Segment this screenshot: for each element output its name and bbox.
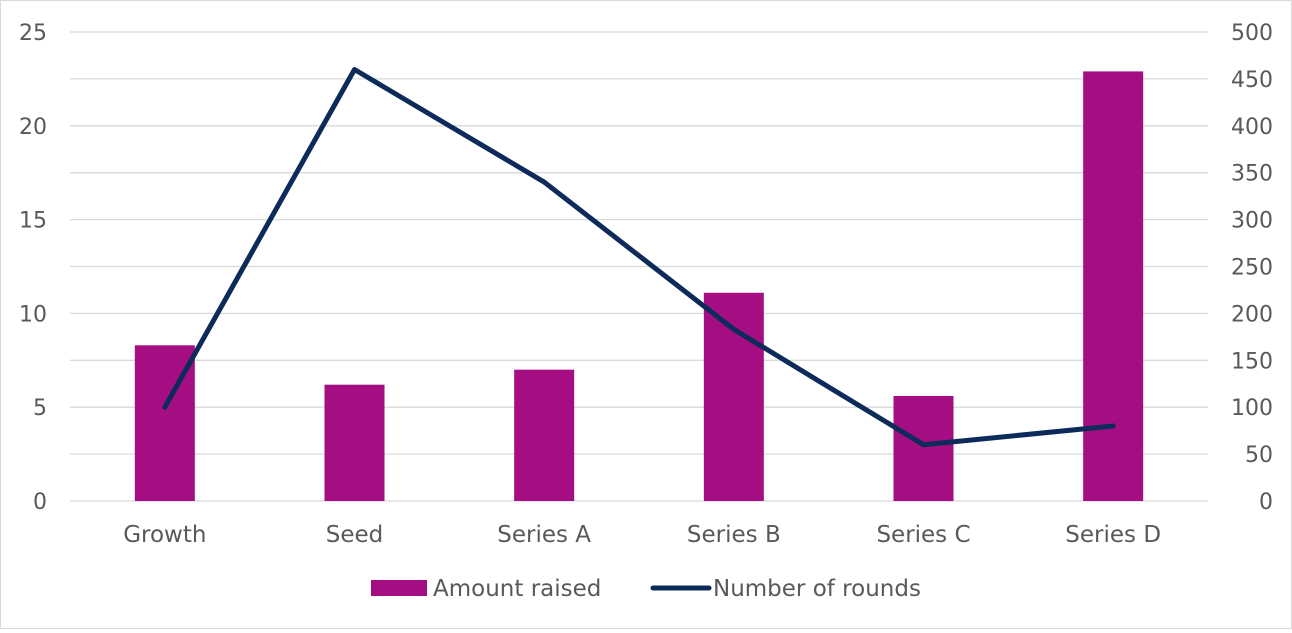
right-axis-tick-label: 450 [1231,68,1273,93]
category-axis-labels: Growth Seed Series A Series B Series C Series… [123,522,1161,548]
left-axis-tick-label: 10 [19,302,47,327]
legend-swatch-amount-raised [371,580,427,596]
left-axis-tick-label: 15 [19,209,47,234]
right-axis-tick-label: 250 [1231,256,1273,281]
right-axis-tick-label: 50 [1245,443,1273,468]
bar-amount-raised [325,385,385,501]
right-axis-tick-label: 200 [1231,302,1273,327]
left-axis-tick-label: 5 [33,396,47,421]
legend: Amount raised Number of rounds [371,576,921,602]
right-axis-tick-label: 0 [1259,490,1273,515]
category-label: Series C [876,522,970,548]
left-axis-tick-label: 0 [33,490,47,515]
bar-amount-raised [514,370,574,501]
left-axis-tick-label: 25 [19,21,47,46]
category-label: Series B [687,522,781,548]
category-label: Series A [497,522,591,548]
left-axis-tick-label: 20 [19,115,47,140]
bar-amount-raised [1083,71,1143,501]
right-axis-tick-label: 350 [1231,162,1273,187]
right-axis-ticks: 0 50 100 150 200 250 300 350 400 450 500 [1231,21,1273,515]
gridlines [70,32,1208,501]
right-axis-tick-label: 100 [1231,396,1273,421]
category-label: Seed [326,522,384,548]
bar-amount-raised [704,293,764,501]
right-axis-tick-label: 150 [1231,349,1273,374]
right-axis-tick-label: 500 [1231,21,1273,46]
category-label: Growth [123,522,206,548]
left-axis-ticks: 0 5 10 15 20 25 [19,21,47,515]
legend-label-amount-raised: Amount raised [433,576,601,602]
bar-amount-raised [894,396,954,501]
right-axis-tick-label: 400 [1231,115,1273,140]
legend-label-number-of-rounds: Number of rounds [713,576,921,602]
right-axis-tick-label: 300 [1231,209,1273,234]
category-label: Series D [1065,522,1161,548]
